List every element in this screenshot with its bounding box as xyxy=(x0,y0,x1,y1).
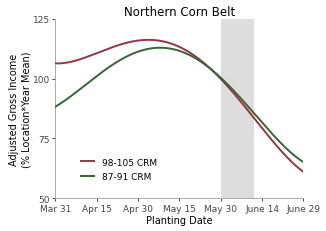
Y-axis label: Adjusted Gross Income
(% Location*Year Mean): Adjusted Gross Income (% Location*Year M… xyxy=(9,51,31,167)
87-91 CRM xyxy=(83,84,87,87)
Legend: 98-105 CRM, 87-91 CRM: 98-105 CRM, 87-91 CRM xyxy=(77,154,160,185)
87-91 CRM xyxy=(234,93,238,95)
87-91 CRM xyxy=(302,161,305,164)
98-105 CRM xyxy=(83,57,87,60)
87-91 CRM xyxy=(210,69,214,72)
87-91 CRM xyxy=(134,52,138,55)
98-105 CRM xyxy=(233,94,237,97)
X-axis label: Planting Date: Planting Date xyxy=(146,216,213,225)
87-91 CRM xyxy=(158,47,162,50)
98-105 CRM xyxy=(234,95,238,98)
Line: 87-91 CRM: 87-91 CRM xyxy=(55,49,304,162)
98-105 CRM xyxy=(302,171,305,173)
Title: Northern Corn Belt: Northern Corn Belt xyxy=(124,6,235,18)
98-105 CRM xyxy=(152,40,156,42)
98-105 CRM xyxy=(210,70,214,72)
98-105 CRM xyxy=(147,39,151,42)
98-105 CRM xyxy=(134,40,138,43)
98-105 CRM xyxy=(53,63,57,65)
Line: 98-105 CRM: 98-105 CRM xyxy=(55,41,304,172)
Bar xyxy=(221,20,254,198)
87-91 CRM xyxy=(152,47,156,50)
87-91 CRM xyxy=(233,91,237,94)
87-91 CRM xyxy=(53,106,57,109)
